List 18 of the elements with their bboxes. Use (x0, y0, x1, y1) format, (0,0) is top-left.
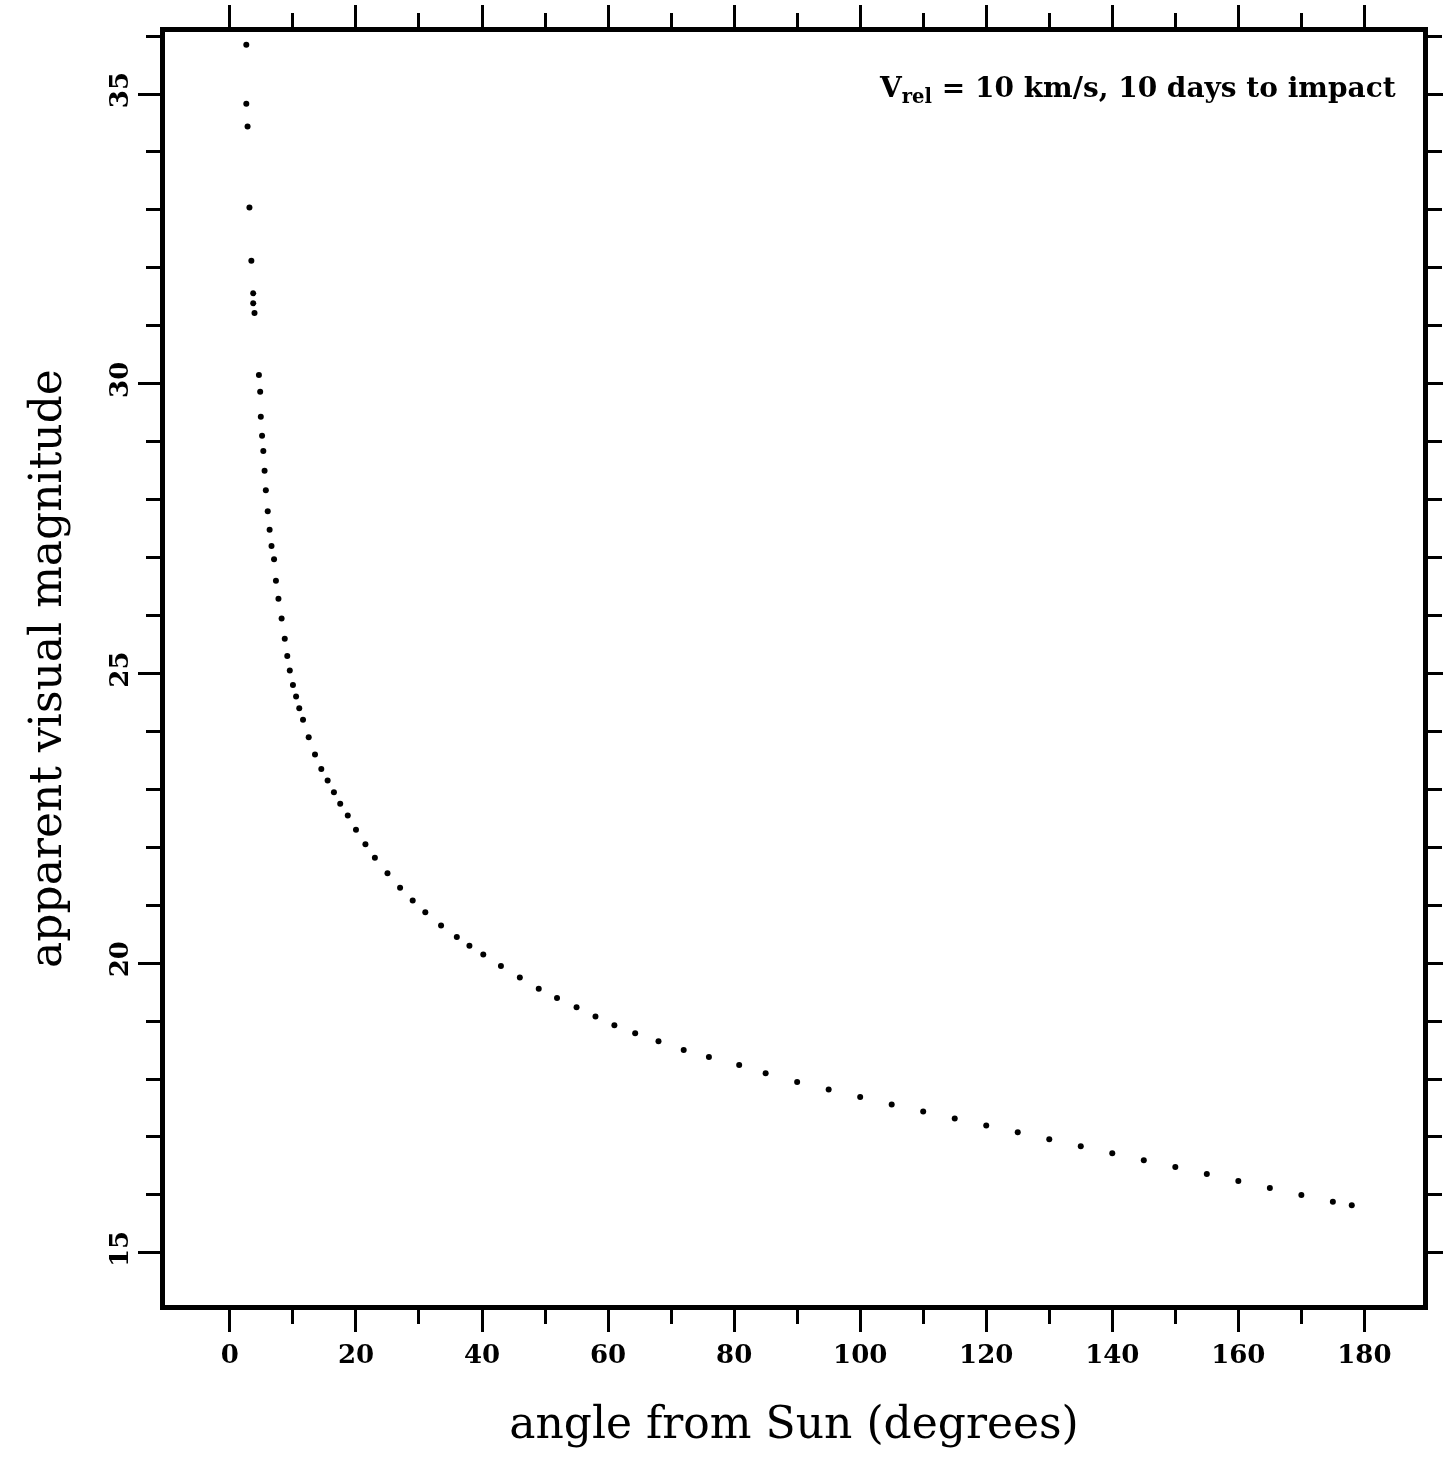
y-tick-label: 15 (103, 1230, 134, 1268)
x-tick-label: 120 (959, 1339, 1014, 1370)
x-tick-label: 160 (1211, 1339, 1266, 1370)
x-tick-label: 140 (1085, 1339, 1140, 1370)
x-tick-label: 60 (589, 1339, 627, 1370)
x-tick-label: 80 (716, 1339, 753, 1370)
y-axis-title: apparent visual magnitude (19, 369, 71, 968)
x-axis-title: angle from Sun (degrees) (509, 1396, 1079, 1448)
y-tick-label: 35 (103, 72, 134, 109)
x-tick-label: 40 (463, 1339, 501, 1370)
x-tick-label: 100 (833, 1339, 888, 1370)
annotation: V$_{rel}$ = 10 km/s, 10 days to impact (879, 71, 1396, 108)
x-tick-label: 0 (220, 1339, 239, 1370)
y-tick-label: 20 (103, 941, 134, 978)
x-tick-label: 20 (337, 1339, 375, 1370)
y-tick-label: 25 (103, 651, 134, 688)
y-tick-label: 30 (103, 361, 134, 398)
x-tick-label: 180 (1337, 1339, 1392, 1370)
